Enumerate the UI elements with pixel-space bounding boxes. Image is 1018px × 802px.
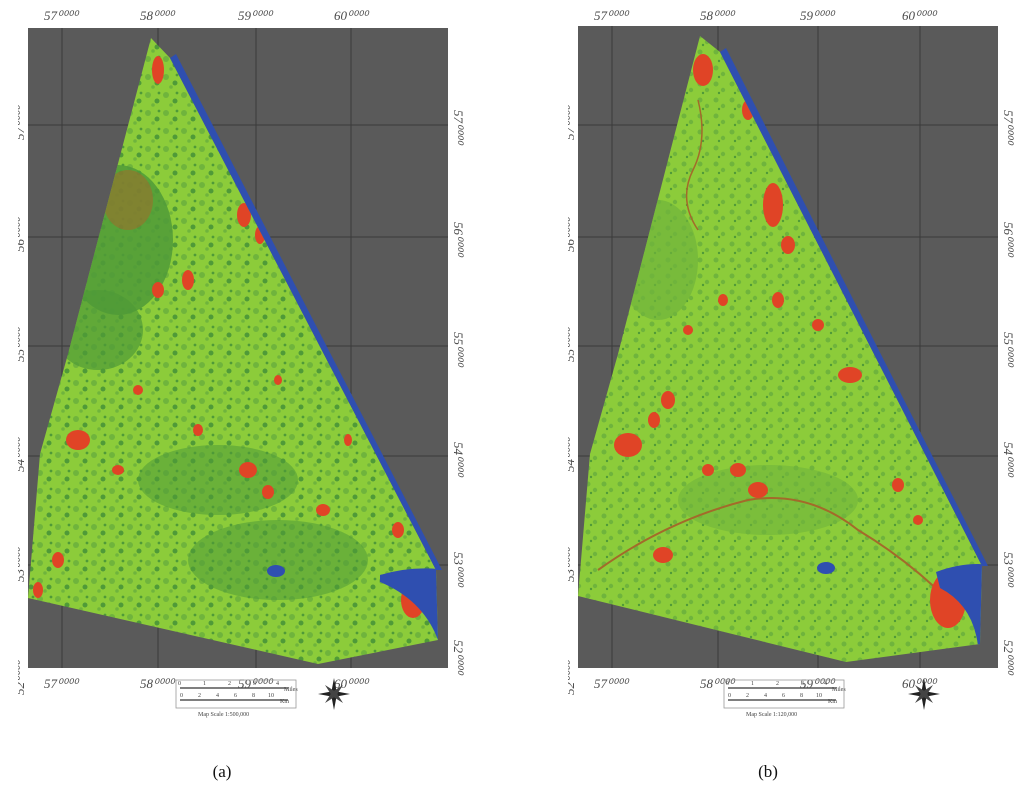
map-a-scalebar: 0 1 2 3 4 Miles 0 2 4 6 8 10 Km Map Scal…	[175, 679, 298, 718]
scale-tick: 8	[252, 693, 255, 699]
scale-unit-km: Km	[280, 699, 289, 705]
tick-label: 57⁰⁰⁰⁰	[568, 104, 577, 140]
map-b-scale-label: Map Scale 1:120,000	[746, 712, 797, 718]
caption-a: (a)	[212, 762, 232, 781]
scale-unit-miles: Miles	[832, 687, 846, 693]
map-a-canvas: 57⁰⁰⁰⁰ 58⁰⁰⁰⁰ 59⁰⁰⁰⁰ 60⁰⁰⁰⁰ 57⁰⁰⁰⁰ 58⁰⁰⁰…	[18, 8, 466, 718]
tick-label: 54⁰⁰⁰⁰	[18, 436, 27, 472]
scale-tick: 8	[800, 693, 803, 699]
map-b-canvas: 57⁰⁰⁰⁰ 58⁰⁰⁰⁰ 59⁰⁰⁰⁰ 60⁰⁰⁰⁰ 57⁰⁰⁰⁰ 58⁰⁰⁰…	[568, 8, 1016, 718]
scale-tick: 2	[776, 681, 779, 687]
tick-label: 55⁰⁰⁰⁰	[1001, 332, 1016, 368]
tick-label: 55⁰⁰⁰⁰	[18, 326, 27, 362]
caption-b: (b)	[758, 762, 778, 781]
map-b-right-ticks: 57⁰⁰⁰⁰ 56⁰⁰⁰⁰ 55⁰⁰⁰⁰ 54⁰⁰⁰⁰ 53⁰⁰⁰⁰ 52⁰⁰⁰…	[1001, 110, 1016, 676]
tick-label: 56⁰⁰⁰⁰	[451, 222, 466, 258]
scale-tick: 0	[178, 681, 181, 687]
tick-label: 55⁰⁰⁰⁰	[451, 332, 466, 368]
scale-tick: 4	[276, 681, 279, 687]
tick-label: 53⁰⁰⁰⁰	[1001, 552, 1016, 588]
scale-tick: 4	[824, 681, 827, 687]
scale-tick: 2	[228, 681, 231, 687]
scale-tick: 0	[726, 681, 729, 687]
scale-tick: 1	[751, 681, 754, 687]
map-a-right-ticks: 57⁰⁰⁰⁰ 56⁰⁰⁰⁰ 55⁰⁰⁰⁰ 54⁰⁰⁰⁰ 53⁰⁰⁰⁰ 52⁰⁰⁰…	[451, 110, 466, 676]
scale-unit-km: Km	[828, 699, 837, 705]
map-b-left-ticks: 57⁰⁰⁰⁰ 56⁰⁰⁰⁰ 55⁰⁰⁰⁰ 54⁰⁰⁰⁰ 53⁰⁰⁰⁰ 52⁰⁰⁰…	[568, 104, 577, 695]
tick-label: 58⁰⁰⁰⁰	[140, 8, 176, 23]
map-panel-a: 57⁰⁰⁰⁰ 58⁰⁰⁰⁰ 59⁰⁰⁰⁰ 60⁰⁰⁰⁰ 57⁰⁰⁰⁰ 58⁰⁰⁰…	[18, 0, 478, 802]
map-a-left-ticks: 57⁰⁰⁰⁰ 56⁰⁰⁰⁰ 55⁰⁰⁰⁰ 54⁰⁰⁰⁰ 53⁰⁰⁰⁰ 52⁰⁰⁰…	[18, 104, 27, 695]
tick-label: 52⁰⁰⁰⁰	[1001, 640, 1016, 676]
tick-label: 56⁰⁰⁰⁰	[18, 216, 27, 252]
tick-label: 57⁰⁰⁰⁰	[594, 8, 630, 23]
tick-label: 57⁰⁰⁰⁰	[1001, 110, 1016, 146]
scale-tick: 10	[268, 693, 274, 699]
tick-label: 60⁰⁰⁰⁰	[334, 8, 370, 23]
scale-tick: 10	[816, 693, 822, 699]
tick-label: 60⁰⁰⁰⁰	[902, 8, 938, 23]
compass-rose-icon	[318, 678, 350, 710]
tick-label: 57⁰⁰⁰⁰	[44, 676, 80, 691]
scale-tick: 2	[198, 693, 201, 699]
tick-label: 57⁰⁰⁰⁰	[18, 104, 27, 140]
tick-label: 58⁰⁰⁰⁰	[140, 676, 176, 691]
tick-label: 54⁰⁰⁰⁰	[1001, 442, 1016, 478]
tick-label: 60⁰⁰⁰⁰	[334, 676, 370, 691]
tick-label: 52⁰⁰⁰⁰	[451, 640, 466, 676]
map-a-coastline	[170, 54, 442, 570]
tick-label: 57⁰⁰⁰⁰	[44, 8, 80, 23]
tick-label: 57⁰⁰⁰⁰	[594, 676, 630, 691]
map-b-top-ticks: 57⁰⁰⁰⁰ 58⁰⁰⁰⁰ 59⁰⁰⁰⁰ 60⁰⁰⁰⁰	[594, 8, 938, 23]
map-a-scale-label: Map Scale 1:500,000	[198, 712, 249, 718]
tick-label: 52⁰⁰⁰⁰	[568, 659, 577, 695]
map-b-landcover	[597, 54, 982, 646]
tick-label: 60⁰⁰⁰⁰	[902, 676, 938, 691]
scale-tick: 6	[782, 693, 785, 699]
tick-label: 57⁰⁰⁰⁰	[451, 110, 466, 146]
scale-tick: 0	[728, 693, 731, 699]
tick-label: 54⁰⁰⁰⁰	[451, 442, 466, 478]
tick-label: 54⁰⁰⁰⁰	[568, 436, 577, 472]
scale-tick: 2	[746, 693, 749, 699]
tick-label: 52⁰⁰⁰⁰	[18, 659, 27, 695]
tick-label: 53⁰⁰⁰⁰	[451, 552, 466, 588]
scale-tick: 3	[801, 681, 804, 687]
tick-label: 59⁰⁰⁰⁰	[238, 8, 274, 23]
map-b-coastline	[720, 48, 988, 566]
map-a-top-ticks: 57⁰⁰⁰⁰ 58⁰⁰⁰⁰ 59⁰⁰⁰⁰ 60⁰⁰⁰⁰	[44, 8, 370, 23]
scale-tick: 1	[203, 681, 206, 687]
scale-tick: 4	[216, 693, 219, 699]
tick-label: 56⁰⁰⁰⁰	[1001, 222, 1016, 258]
tick-label: 56⁰⁰⁰⁰	[568, 216, 577, 252]
tick-label: 58⁰⁰⁰⁰	[700, 8, 736, 23]
compass-rose-icon	[908, 678, 940, 710]
map-b-study-area	[578, 36, 982, 662]
scale-tick: 6	[234, 693, 237, 699]
tick-label: 53⁰⁰⁰⁰	[18, 546, 27, 582]
map-panel-b: 57⁰⁰⁰⁰ 58⁰⁰⁰⁰ 59⁰⁰⁰⁰ 60⁰⁰⁰⁰ 57⁰⁰⁰⁰ 58⁰⁰⁰…	[568, 0, 1018, 802]
tick-label: 59⁰⁰⁰⁰	[800, 8, 836, 23]
tick-label: 53⁰⁰⁰⁰	[568, 546, 577, 582]
scale-tick: 4	[764, 693, 767, 699]
map-b-scalebar: 0 1 2 3 4 Miles 0 2 4 6 8 10 Km Map Scal…	[723, 679, 846, 718]
scale-unit-miles: Miles	[284, 687, 298, 693]
tick-label: 55⁰⁰⁰⁰	[568, 326, 577, 362]
scale-tick: 0	[180, 693, 183, 699]
scale-tick: 3	[253, 681, 256, 687]
